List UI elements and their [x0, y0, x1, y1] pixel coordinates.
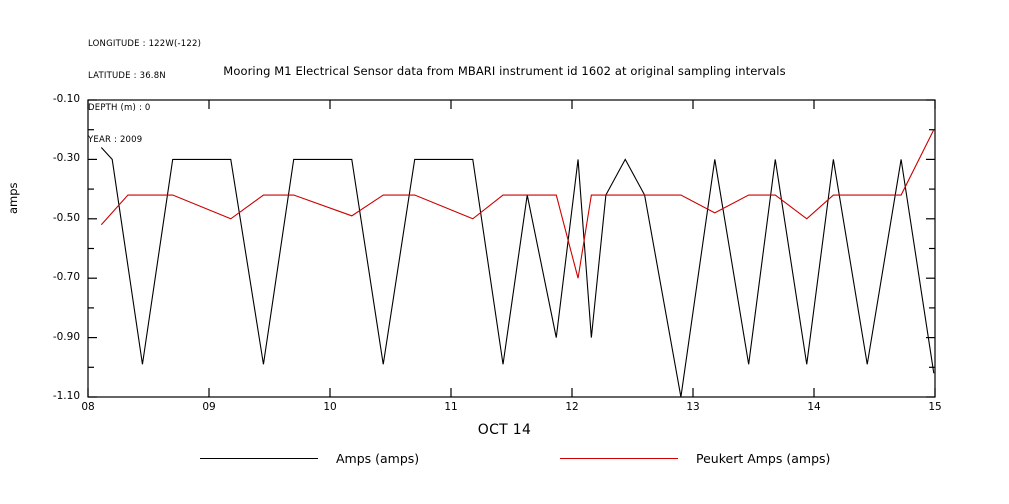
legend-label-peukert: Peukert Amps (amps) [696, 450, 831, 466]
y-tick-label: -0.50 [52, 211, 80, 224]
metadata-latitude: LATITUDE : 36.8N [88, 70, 166, 81]
legend-swatch-amps [200, 457, 318, 459]
x-tick-label: 15 [928, 401, 942, 413]
x-tick-label: 10 [323, 401, 337, 413]
x-tick-label: 08 [81, 401, 95, 413]
metadata-longitude: LONGITUDE : 122W(-122) [88, 39, 202, 50]
legend-swatch-peukert [560, 457, 678, 459]
legend-label-amps: Amps (amps) [336, 450, 420, 466]
x-tick-label: 12 [565, 401, 579, 413]
legend-entry-peukert: Peukert Amps (amps) [560, 444, 830, 472]
y-tick-label: -0.90 [52, 330, 80, 343]
metadata-depth: DEPTH (m) : 0 [88, 102, 151, 113]
y-tick-label: -1.10 [52, 390, 80, 402]
metadata-year: YEAR : 2009 [88, 134, 143, 145]
x-tick-label: 13 [686, 401, 700, 413]
x-tick-label: 14 [807, 401, 821, 413]
x-tick-label: 11 [444, 401, 458, 413]
chart-legend: Amps (amps) Peukert Amps (amps) [0, 444, 1009, 472]
metadata-block: LONGITUDE : 122W(-122) LATITUDE : 36.8N … [88, 18, 201, 166]
x-axis-label: OCT 14 [477, 422, 532, 438]
series-line-amps [100, 147, 935, 398]
x-tick-label: 09 [202, 401, 216, 413]
series-line-peukert [100, 129, 935, 279]
y-tick-label: -0.70 [52, 271, 80, 284]
chart-title: Mooring M1 Electrical Sensor data from M… [223, 64, 786, 78]
legend-entry-amps: Amps (amps) [200, 444, 419, 472]
y-tick-label: -0.10 [52, 93, 80, 105]
y-tick-label: -0.30 [52, 152, 80, 165]
